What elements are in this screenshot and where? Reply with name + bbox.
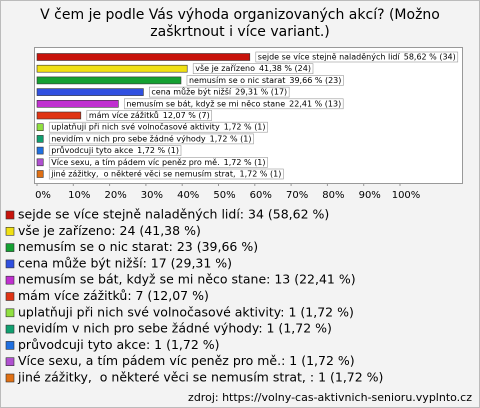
value-label: 29,31 % (17) <box>235 88 287 97</box>
legend-swatch <box>5 308 15 318</box>
value-label: 1,72 % (1) <box>210 134 252 143</box>
label-box <box>48 145 182 156</box>
bar <box>36 88 144 96</box>
legend-label: vše je zařízeno: 24 (41,38 %) <box>18 223 201 238</box>
x-tick-label: 80% <box>322 190 344 201</box>
bar-label: Více sexu, a tím pádem víc peněz pro mě. <box>51 158 219 167</box>
value-label: 12,07 % (7) <box>163 111 210 120</box>
x-tick-label: 100% <box>392 190 421 201</box>
bar <box>36 111 82 120</box>
legend-swatch <box>5 275 15 285</box>
legend-swatch <box>5 373 15 383</box>
bar-label: nevidím v nich pro sebe žádné výhody <box>51 133 206 143</box>
x-tick-label: 70% <box>286 190 308 201</box>
legend-label: jiné zážitky, o některé věci se nemusím … <box>17 370 383 385</box>
bar-label: průvodcuji tyto akce <box>51 145 133 155</box>
legend-label: nemusím se bát, když se mi něco stane: 1… <box>18 272 356 287</box>
x-tick-label: 0% <box>35 190 51 201</box>
label-box <box>48 157 268 168</box>
bar-label: jiné zážitky, o některé věci se nemusím … <box>50 169 235 179</box>
x-tick-label: 30% <box>141 190 163 201</box>
source: zdroj: https://volny-cas-aktivnich-senio… <box>188 391 472 404</box>
bar-label: uplatňuji při nich své volnočasové aktiv… <box>51 122 220 132</box>
label-box <box>86 110 213 121</box>
value-label: 39,66 % (23) <box>289 76 341 85</box>
legend-swatch <box>5 259 15 269</box>
legend-swatch <box>5 292 15 301</box>
label-box <box>48 121 268 133</box>
legend-label: průvodcuji tyto akce: 1 (1,72 %) <box>18 337 220 352</box>
bar-label: nemusím se bát, když se mi něco stane <box>126 99 285 108</box>
value-label: 22,41 % (13) <box>289 99 341 108</box>
x-tick-label: 20% <box>104 190 126 201</box>
x-tick-label: 50% <box>213 190 235 201</box>
label-box <box>48 168 284 180</box>
label-box <box>149 86 290 98</box>
legend-label: sejde se více stejně naladěných lidí: 34… <box>18 207 329 222</box>
label-box <box>192 63 314 75</box>
value-label: 1,72 % (1) <box>240 170 282 179</box>
legend-swatch <box>5 341 15 350</box>
legend-label: nevidím v nich pro sebe žádné výhody: 1 … <box>18 321 332 336</box>
label-box <box>255 51 459 63</box>
x-tick-label: 10% <box>68 190 90 201</box>
value-label: 1,72 % (1) <box>224 158 266 167</box>
bar-label: nemusím se o nic starat <box>189 76 285 85</box>
bar <box>36 158 44 167</box>
legend-label: uplatňuji při nich své volnočasové aktiv… <box>18 304 354 319</box>
value-label: 41,38 % (24) <box>259 64 311 73</box>
x-tick-label: 40% <box>177 190 199 201</box>
value-label: 1,72 % (1) <box>224 123 266 132</box>
bar <box>36 135 44 143</box>
chart-title: V čem je podle Vás výhoda organizovaných… <box>40 7 440 40</box>
bar <box>36 100 119 108</box>
legend-swatch <box>5 357 15 367</box>
bar-label: mám více zážitků <box>89 110 159 120</box>
legend-swatch <box>5 243 15 252</box>
label-box <box>124 98 344 110</box>
bar <box>36 146 44 155</box>
bar-label: cena může být nižší <box>151 87 232 97</box>
legend-label: nemusím se o nic starat: 23 (39,66 %) <box>18 239 258 254</box>
bar-label: sejde se více stejně naladěných lidí <box>258 53 401 62</box>
legend-label: Více sexu, a tím pádem víc peněz pro mě.… <box>18 353 355 368</box>
legend-swatch <box>5 227 15 236</box>
bar-label: vše je zařízeno <box>195 63 255 73</box>
bar <box>36 64 188 73</box>
bar <box>36 170 44 178</box>
legend-swatch <box>5 210 15 220</box>
value-label: 1,72 % (1) <box>137 146 179 155</box>
bar <box>36 76 182 85</box>
bar <box>36 123 44 131</box>
label-box <box>48 133 254 145</box>
bar <box>36 53 251 61</box>
legend-swatch <box>5 324 15 334</box>
value-label: 58,62 % (34) <box>404 53 456 62</box>
x-tick-label: 90% <box>359 190 381 201</box>
legend-label: cena může být nižší: 17 (29,31 %) <box>18 255 232 270</box>
x-tick-label: 60% <box>250 190 272 201</box>
label-box <box>186 75 344 86</box>
legend-label: mám více zážitků: 7 (12,07 %) <box>18 288 209 303</box>
